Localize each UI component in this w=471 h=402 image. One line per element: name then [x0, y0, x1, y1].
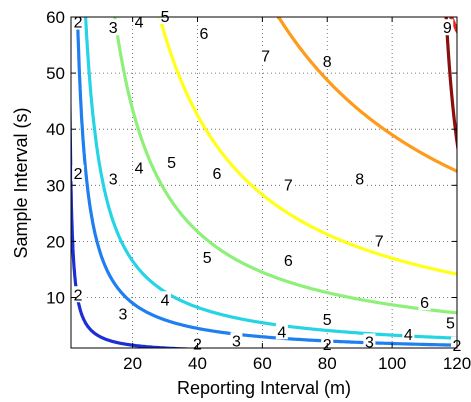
contour-label-bg: [133, 159, 146, 176]
contour-label-8: 8: [323, 54, 332, 71]
contour-label-3: 3: [109, 20, 118, 37]
contour-label-6: 6: [200, 26, 209, 43]
x-tick-label: 120: [443, 354, 471, 373]
contour-label-bg: [275, 323, 288, 340]
y-axis-title: Sample Interval (s): [11, 107, 31, 258]
contour-label-6: 6: [284, 253, 293, 270]
contour-label-bg: [321, 52, 334, 69]
y-tick-label: 10: [46, 289, 65, 308]
contour-label-bg: [373, 232, 386, 249]
x-tick-label: 60: [253, 354, 272, 373]
x-tick-label: 40: [188, 354, 207, 373]
contour-label-4: 4: [277, 324, 286, 341]
plot-frame: [70, 16, 458, 349]
contour-label-7: 7: [284, 177, 293, 194]
contour-label-4: 4: [135, 15, 144, 32]
x-axis-title: Reporting Interval (m): [177, 378, 351, 398]
contour-line-level-3: [75, 17, 457, 347]
contour-label-4: 4: [404, 327, 413, 344]
y-tick-label: 60: [46, 8, 65, 27]
contour-label-bg: [201, 249, 214, 266]
contour-label-bg: [402, 326, 415, 343]
contour-label-2: 2: [74, 15, 83, 32]
contour-line-level-5: [113, 17, 457, 315]
contour-label-3: 3: [365, 334, 374, 351]
contour-label-bg: [418, 294, 431, 311]
contour-label-3: 3: [232, 333, 241, 350]
contour-label-7: 7: [375, 233, 384, 250]
contour-label-bg: [72, 165, 85, 182]
contour-label-6: 6: [213, 166, 222, 183]
contour-label-5: 5: [203, 250, 212, 267]
contour-label-2: 2: [74, 287, 83, 304]
y-tick-label: 20: [46, 232, 65, 251]
contour-label-bg: [72, 286, 85, 303]
y-tick-label: 40: [46, 120, 65, 139]
contour-label-bg: [353, 170, 366, 187]
contour-line-level-6: [158, 17, 457, 276]
contour-label-6: 6: [420, 295, 429, 312]
contour-label-bg: [133, 13, 146, 30]
contour-label-bg: [282, 176, 295, 193]
contour-line-level-4: [84, 17, 457, 340]
contour-label-bg: [259, 47, 272, 64]
contour-label-bg: [159, 8, 172, 24]
contour-label-bg: [363, 333, 376, 350]
contour-label-bg: [107, 19, 120, 36]
contour-label-4: 4: [135, 160, 144, 177]
plot-area: [71, 17, 457, 348]
y-tick-label: 50: [46, 64, 65, 83]
contour-label-3: 3: [118, 306, 127, 323]
contour-label-bg: [197, 24, 210, 41]
contour-line-level-7: [277, 17, 457, 174]
contour-label-9: 9: [443, 20, 452, 37]
x-ticks: 20 40 60 80 100 120: [123, 17, 471, 373]
contour-label-bg: [444, 314, 457, 331]
x-tick-label: 20: [123, 354, 142, 373]
contour-label-bg: [165, 153, 178, 170]
contour-label-bg: [159, 291, 172, 308]
contour-label-4: 4: [161, 292, 170, 309]
y-ticks: 10 20 30 40 50 60: [46, 8, 457, 308]
contour-label-8: 8: [355, 172, 364, 189]
contour-label-bg: [230, 332, 243, 349]
contour-label-2: 2: [74, 166, 83, 183]
contour-label-5: 5: [323, 312, 332, 329]
grid-lines: [71, 17, 457, 348]
y-tick-label: 30: [46, 176, 65, 195]
contour-label-bg: [116, 305, 129, 322]
x-tick-label: 80: [318, 354, 337, 373]
contour-label-bg: [441, 19, 454, 36]
contour-label-bg: [107, 170, 120, 187]
contour-label-3: 3: [109, 172, 118, 189]
contour-line-level-2: [71, 17, 457, 348]
contour-label-bg: [210, 165, 223, 182]
contour-label-bg: [282, 252, 295, 269]
contour-label-bg: [321, 310, 334, 327]
contour-label-5: 5: [167, 155, 176, 172]
contour-label-5: 5: [446, 315, 455, 332]
contour-label-7: 7: [261, 48, 270, 65]
x-tick-label: 100: [378, 354, 406, 373]
contour-label-bg: [72, 13, 85, 30]
